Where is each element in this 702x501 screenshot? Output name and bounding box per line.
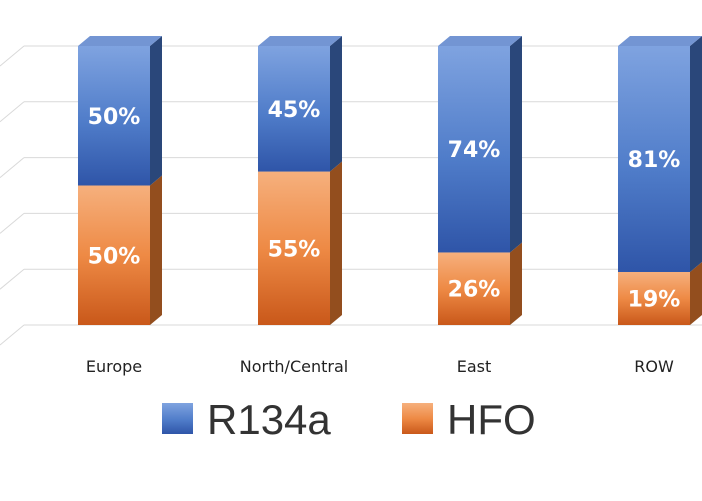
- segment-r134a-2: [438, 46, 510, 253]
- segment-r134a-3-side: [690, 36, 702, 272]
- segment-r134a-3-top: [618, 36, 702, 46]
- category-label: East: [457, 357, 492, 376]
- segment-hfo-2-side: [510, 242, 522, 325]
- legend: R134a HFO: [162, 396, 536, 443]
- segment-r134a-0: [78, 46, 150, 186]
- legend-swatch-r134a: [162, 403, 193, 434]
- gridline-depth: [0, 101, 25, 123]
- data-label-hfo-1: 55%: [268, 237, 321, 262]
- gridline-depth: [0, 324, 25, 346]
- legend-swatch-hfo: [402, 403, 433, 434]
- gridline-depth: [0, 157, 25, 178]
- bar-east: 26% 74%: [438, 36, 522, 325]
- bar-europe: 50% 50%: [78, 36, 162, 325]
- legend-label-r134a: R134a: [207, 396, 331, 443]
- data-label-r134a-1: 45%: [268, 98, 321, 123]
- segment-r134a-3: [618, 46, 690, 272]
- segment-hfo-2: [438, 252, 510, 325]
- segment-hfo-1: [258, 171, 330, 325]
- bars: 50% 50% 55% 45% 26% 74% 19% 81%: [78, 36, 702, 325]
- category-label: ROW: [634, 357, 674, 376]
- gridline-depth: [0, 268, 25, 290]
- segment-hfo-0-side: [150, 175, 162, 325]
- bar-row: 19% 81%: [618, 36, 702, 325]
- data-label-r134a-2: 74%: [448, 138, 501, 163]
- data-label-hfo-2: 26%: [448, 278, 501, 303]
- segment-r134a-2-side: [510, 36, 522, 253]
- category-label: Europe: [86, 357, 142, 376]
- segment-r134a-1-top: [258, 36, 342, 46]
- segment-hfo-0: [78, 185, 150, 325]
- segment-hfo-1-side: [330, 161, 342, 325]
- gridline-depth: [0, 45, 25, 67]
- segment-hfo-3: [618, 271, 690, 325]
- segment-r134a-1: [258, 46, 330, 172]
- bar-north-central: 55% 45%: [258, 36, 342, 325]
- data-label-hfo-0: 50%: [88, 244, 141, 269]
- gridline-depth: [0, 213, 25, 234]
- data-label-r134a-0: 50%: [88, 105, 141, 130]
- segment-r134a-2-top: [438, 36, 522, 46]
- segment-r134a-1-side: [330, 36, 342, 172]
- segment-r134a-0-side: [150, 36, 162, 186]
- data-label-hfo-3: 19%: [628, 287, 681, 312]
- legend-label-hfo: HFO: [447, 396, 536, 443]
- category-labels: Europe North/Central East ROW: [86, 357, 674, 376]
- segment-hfo-3-side: [690, 261, 702, 325]
- category-label: North/Central: [240, 357, 348, 376]
- segment-r134a-0-top: [78, 36, 162, 46]
- data-label-r134a-3: 81%: [628, 148, 681, 173]
